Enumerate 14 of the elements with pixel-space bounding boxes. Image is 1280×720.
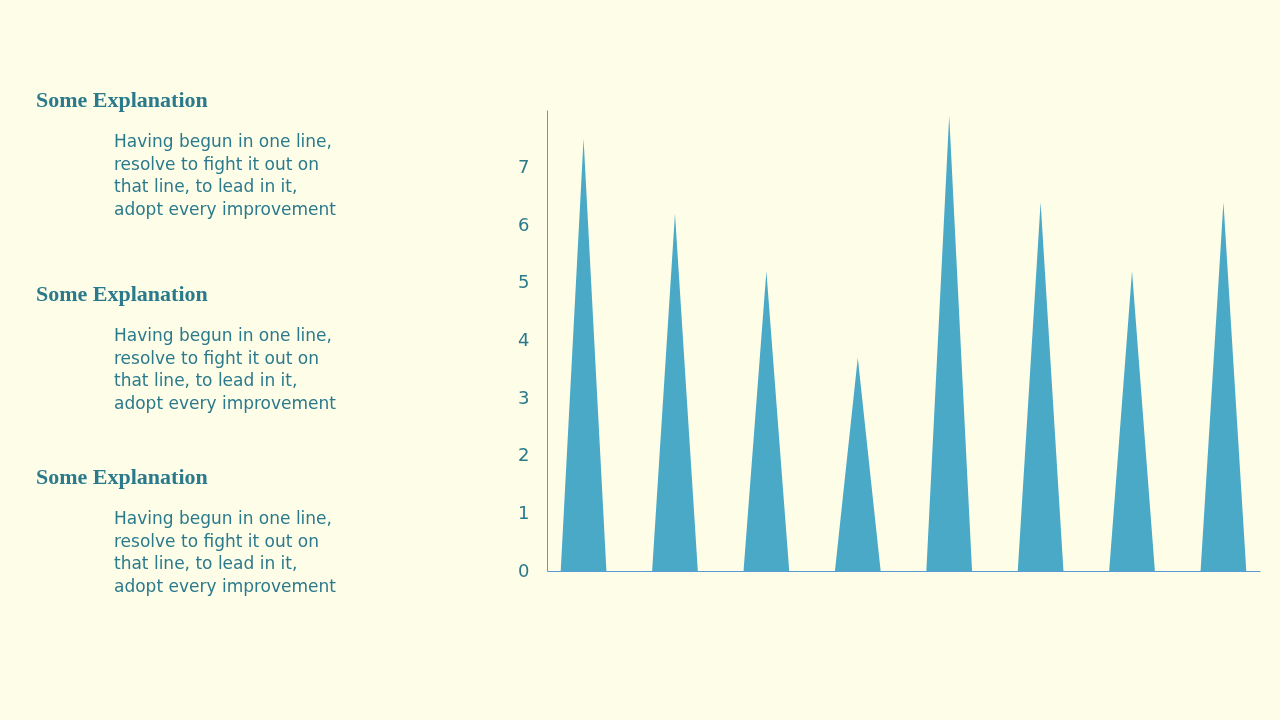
y-tick-label: 0 bbox=[518, 559, 530, 581]
text: Some Explanation bbox=[36, 87, 208, 112]
y-tick-label: 1 bbox=[518, 501, 530, 523]
text: Having begun in one line, resolve to fight it out on that line, to lead in it, adopt every improvement bbox=[114, 325, 337, 413]
y-tick-label: 5 bbox=[518, 271, 530, 293]
text: Some Explanation bbox=[36, 281, 208, 306]
y-tick-label: 4 bbox=[518, 329, 530, 350]
y-tick-label: 3 bbox=[518, 386, 530, 408]
text: Having begun in one line, resolve to fight it out on that line, to lead in it, adopt every improvement bbox=[114, 131, 337, 219]
text: Having begun in one line, resolve to fight it out on that line, to lead in it, adopt every improvement bbox=[114, 508, 337, 596]
y-tick-label: 2 bbox=[518, 444, 530, 466]
y-tick-label: 7 bbox=[518, 156, 530, 178]
text: Some Explanation bbox=[36, 464, 208, 489]
y-tick-label: 6 bbox=[518, 213, 530, 235]
